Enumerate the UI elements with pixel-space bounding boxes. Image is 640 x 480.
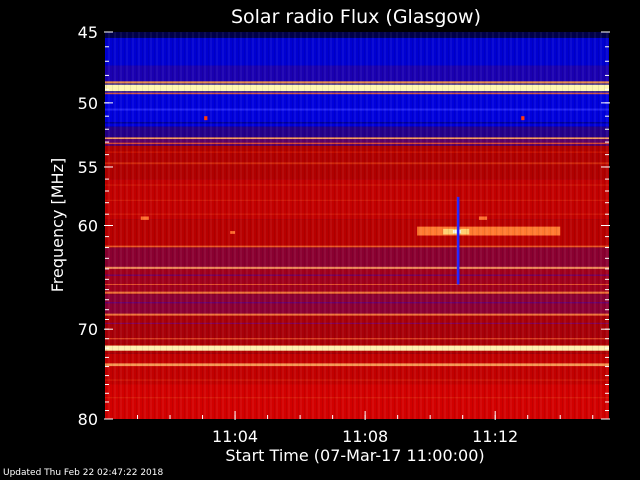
y-tick-label: 80 <box>78 410 98 429</box>
x-tick-label: 11:12 <box>472 427 518 446</box>
y-tick-label: 50 <box>78 94 98 113</box>
x-axis-label: Start Time (07-Mar-17 11:00:00) <box>225 446 484 465</box>
spectrogram-plot-area <box>105 32 609 419</box>
x-tick-label: 11:08 <box>342 427 388 446</box>
x-axis: 11:04 11:08 11:12 <box>137 411 594 446</box>
updated-timestamp: Updated Thu Feb 22 02:47:22 2018 <box>3 468 164 478</box>
chart-title: Solar radio Flux (Glasgow) <box>231 6 481 28</box>
x-tick-label: 11:04 <box>212 427 258 446</box>
y-tick-label: 60 <box>78 217 98 236</box>
y-axis: 45 50 55 60 70 80 <box>78 23 610 429</box>
y-tick-label: 55 <box>78 158 98 177</box>
time-flicker-texture <box>105 32 609 419</box>
y-tick-label: 70 <box>78 320 98 339</box>
y-axis-label: Frequency [MHz] <box>48 158 67 292</box>
y-tick-label: 45 <box>78 23 98 42</box>
